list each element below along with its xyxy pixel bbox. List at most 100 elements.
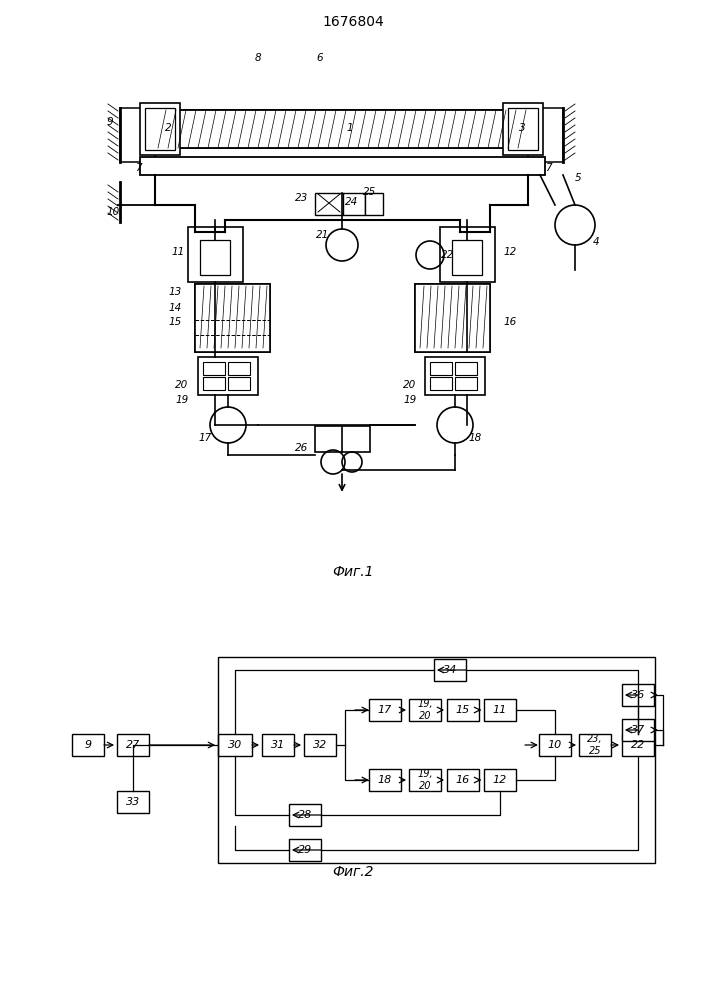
Bar [447,769,479,791]
Text: 1: 1 [346,123,354,133]
Text: 20: 20 [404,380,416,390]
Bar [155,110,530,148]
Bar [430,377,452,390]
Text: 3: 3 [519,123,525,133]
Bar [455,362,477,375]
Bar [622,684,654,706]
Bar [528,108,563,162]
Bar [343,193,365,215]
Text: 9: 9 [107,117,113,127]
Bar [415,284,490,352]
Text: 12: 12 [503,247,517,257]
Text: 17: 17 [199,433,211,443]
Bar [228,377,250,390]
Text: Фиг.1: Фиг.1 [332,565,374,579]
Bar [203,377,225,390]
Text: 24: 24 [346,197,358,207]
Bar [369,699,401,721]
Bar [218,657,655,863]
Text: 2: 2 [165,123,171,133]
Bar [452,240,482,275]
Text: Фиг.2: Фиг.2 [332,865,374,879]
Text: 26: 26 [296,443,309,453]
Bar [508,108,538,150]
Bar [484,769,516,791]
Bar [315,193,343,215]
Bar [117,791,149,813]
Text: 5: 5 [575,173,581,183]
Bar [120,108,155,162]
Text: 19,
20: 19, 20 [417,769,433,791]
Bar [195,284,270,352]
Bar [622,734,654,756]
Text: 8: 8 [255,53,262,63]
Text: 11: 11 [171,247,185,257]
Text: 15: 15 [168,317,182,327]
Text: 15: 15 [456,705,470,715]
Bar [200,240,230,275]
Text: 22: 22 [631,740,645,750]
Text: 7: 7 [135,163,141,173]
Text: 30: 30 [228,740,242,750]
Text: 21: 21 [316,230,329,240]
Text: 18: 18 [468,433,481,443]
Bar [409,699,441,721]
Text: 25: 25 [363,187,377,197]
Bar [440,227,495,282]
Bar [315,426,370,452]
Bar [539,734,571,756]
Bar [188,227,243,282]
Bar [369,769,401,791]
Text: 4: 4 [592,237,600,247]
Bar [117,734,149,756]
Bar [304,734,336,756]
Bar [503,103,543,155]
Text: 7: 7 [544,163,551,173]
Text: 16: 16 [456,775,470,785]
Text: 14: 14 [168,303,182,313]
Bar [455,377,477,390]
Text: 19: 19 [404,395,416,405]
Bar [365,193,383,215]
Bar [579,734,611,756]
Text: 36: 36 [631,690,645,700]
Text: 34: 34 [443,665,457,675]
Text: 19,
20: 19, 20 [417,699,433,721]
Bar [434,659,466,681]
Bar [140,157,545,175]
Bar [145,108,175,150]
Text: 37: 37 [631,725,645,735]
Bar [425,357,485,395]
Text: 17: 17 [378,705,392,715]
Text: 12: 12 [493,775,507,785]
Text: 9: 9 [84,740,92,750]
Text: 32: 32 [313,740,327,750]
Text: 6: 6 [317,53,323,63]
Text: 19: 19 [175,395,189,405]
Bar [289,839,321,861]
Text: 18: 18 [378,775,392,785]
Text: 11: 11 [493,705,507,715]
Text: 23: 23 [296,193,309,203]
Text: 29: 29 [298,845,312,855]
Text: 33: 33 [126,797,140,807]
Bar [409,769,441,791]
Bar [289,804,321,826]
Text: 13: 13 [168,287,182,297]
Text: 10: 10 [106,207,119,217]
Bar [415,284,490,352]
Bar [218,734,252,756]
Bar [198,357,258,395]
Text: 22: 22 [441,250,455,260]
Bar [203,362,225,375]
Text: 16: 16 [503,317,517,327]
Bar [72,734,104,756]
Bar [228,362,250,375]
Bar [262,734,294,756]
Bar [484,699,516,721]
Bar [155,110,530,148]
Text: 28: 28 [298,810,312,820]
Bar [430,362,452,375]
Bar [622,719,654,741]
Bar [195,284,270,352]
